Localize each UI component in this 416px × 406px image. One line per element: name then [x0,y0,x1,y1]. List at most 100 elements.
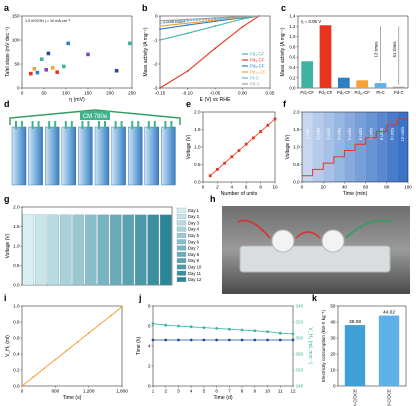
scatter-point [62,64,66,69]
panel-label-e: e [186,99,191,109]
legend-swatch [176,245,187,251]
x-tick-label: 10 [272,185,278,190]
legend-label: Day 2 [188,214,200,219]
legend-label: Pd₅-CF [250,64,265,69]
electrolyzer-cell [78,126,93,186]
y-tick-label: 0 [17,86,20,91]
series-point [216,168,219,171]
electrolyzer-cell [144,126,160,186]
step-band [333,112,345,182]
legend-label: Day 8 [188,252,200,257]
category-label: Pd₃-CF [319,90,333,95]
y-tick-label: 40 [330,320,336,325]
x-tick-label: 4 [190,389,193,394]
panel-h-photo [222,206,410,294]
scatter-point [128,41,132,46]
x-tick-label: 200 [106,91,114,96]
y-tick-label: 100 [12,38,20,43]
x-tick-label: 9 [254,389,257,394]
bar [22,214,35,286]
y2-tick-label: 240 [296,384,304,389]
panel-label-d: d [4,99,10,109]
x-tick-label: 1,800 [116,389,128,394]
bar [59,214,72,286]
series-point [240,338,244,342]
legend-swatch [176,258,187,264]
series-point [177,338,180,342]
scatter-point [40,57,44,61]
y-tick-label: 0 [333,384,336,389]
series-point [253,338,257,342]
y-tick-label: 1.5 [293,127,300,132]
series-point [159,19,161,22]
x-tick-label: 2 [216,185,219,190]
x-tick-label: 11 [278,389,283,394]
panel-i-chart: 0 600 1,200 1,800 0.0 0.2 0.4 0.6 0.8 1.0 Time (s)… [5,304,128,401]
series-point [258,15,260,17]
y-tick-label: 6 [148,324,151,329]
step-label: 3 units [326,128,331,140]
x-tick-label: 1 [152,389,155,394]
series-point [164,323,168,327]
x-tick-label: 50 [41,91,47,96]
legend-label: Pd₁-CF [250,52,264,57]
y-tick-label: 0.5 [293,162,300,167]
cell-stack [11,121,176,186]
electrode-terminal [70,121,73,129]
y-tick-label: 0.0 [293,180,300,185]
panel-label-c: c [281,3,286,13]
y-tick-label: 0.0 [13,384,20,389]
electrode-terminal [81,121,84,129]
bar [159,214,172,286]
condition-label: 1.0 M KOH j = 10 mA cm⁻² [25,19,71,23]
y-axis-label: Time (h) [136,336,142,355]
step-band [386,112,398,182]
series-point [65,349,68,352]
series-line [152,323,294,335]
scatter-point [66,41,70,46]
series-point [278,331,282,335]
annotation-label: 13 times [374,42,379,58]
red-wire [237,219,271,239]
electrolyzer-cell [111,126,126,186]
x-tick-label: 8 [259,185,262,190]
series-point [227,327,231,331]
series-point [266,330,269,333]
series-point [186,24,189,27]
category-label: Pd₅-CF [337,90,351,95]
y-tick-label: 2.0 [194,110,201,115]
y-tick-label: 0.2 [13,368,20,373]
y-tick-label: 0.0 [13,283,20,288]
category-label: Pd-C [394,90,404,95]
scatter-point [51,66,55,70]
plot-frame [297,15,409,89]
y-tick-label: 150 [12,14,20,19]
legend-label: Day 7 [188,246,200,251]
electrolyzer-cell [161,126,176,186]
x-tick-label: 60 [363,185,369,190]
series-point [159,25,161,27]
y-tick-label: -2 [153,62,158,67]
scatter-point [29,71,33,76]
x-axis-label: Time (s) [63,395,82,401]
scatter-point [114,68,119,73]
series-point [223,161,226,165]
electrode-terminal [98,121,100,129]
series-point [230,155,234,159]
x-tick-label: 3 [177,389,180,394]
electrode-terminal [31,121,34,129]
series-point [109,314,112,317]
category-label: Pd₁₀-CF [355,90,371,95]
step-label: 1 unit [305,128,310,139]
y-axis-label: Voltage (V) [186,134,192,159]
series-point [214,25,216,27]
series-point [237,149,241,152]
x-tick-label: 0 [21,389,24,394]
x-tick-label: 40 [342,185,348,190]
step-label: 5 units [347,128,352,140]
series-point [202,326,206,329]
y-tick-label: 20 [330,352,336,357]
electrode-terminal [153,121,156,129]
panel-f-background: 1 unit 2 units 3 units 4 units 5 units 6 unit… [302,112,408,182]
bar [34,214,47,286]
